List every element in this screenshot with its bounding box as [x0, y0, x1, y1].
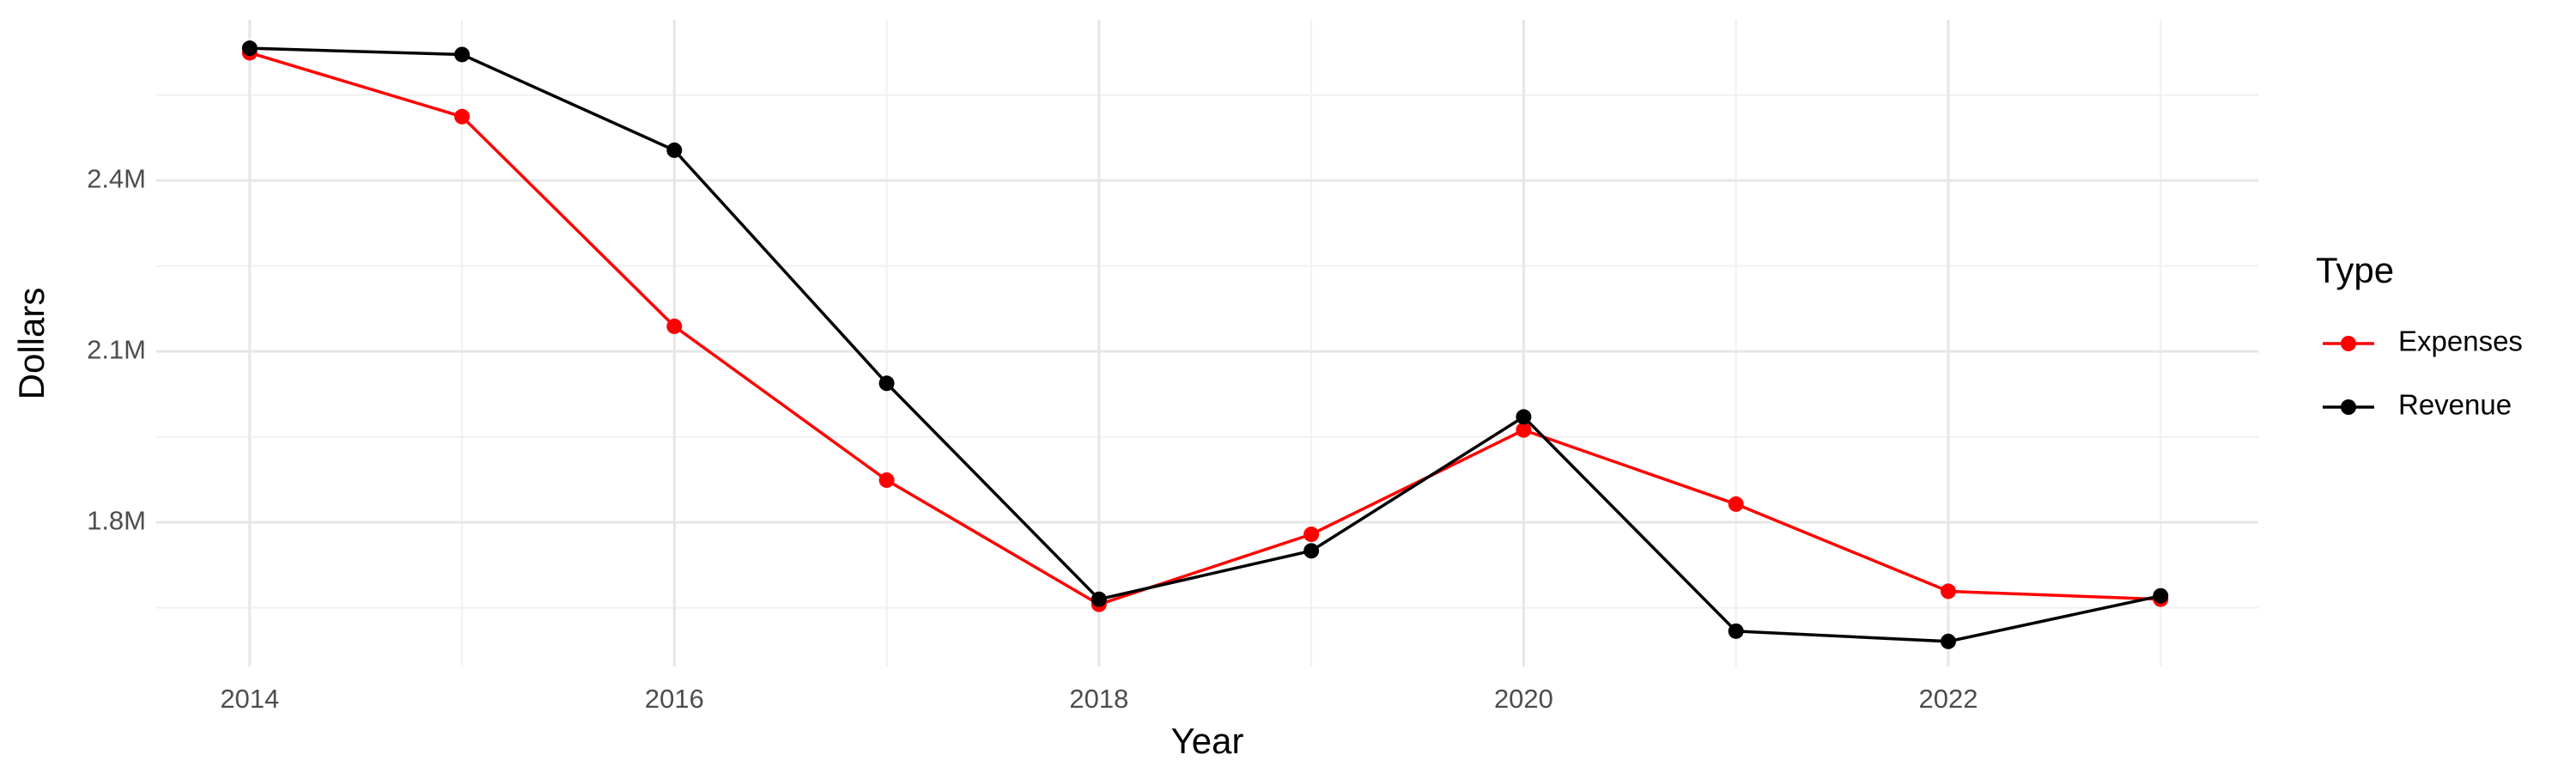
data-point — [666, 318, 683, 334]
data-point — [454, 46, 471, 63]
series-line — [249, 51, 2161, 606]
x-axis-title: Year — [1171, 721, 1244, 761]
data-point — [1303, 526, 1320, 543]
x-tick-label: 2018 — [1069, 684, 1128, 714]
data-point — [1091, 591, 1107, 607]
legend-marker — [2341, 336, 2356, 351]
y-axis-title: Dollars — [11, 288, 52, 400]
legend-marker — [2341, 399, 2356, 415]
data-point — [1940, 583, 1956, 600]
data-point — [878, 375, 895, 392]
data-point — [1516, 409, 1532, 425]
x-tick-label: 2022 — [1918, 684, 1978, 714]
data-point — [1940, 633, 1956, 649]
data-point — [1728, 623, 1744, 639]
legend-title: Type — [2316, 250, 2394, 290]
data-point — [1303, 543, 1320, 559]
data-point — [666, 142, 683, 158]
legend-label: Expenses — [2398, 326, 2523, 357]
data-point — [2153, 587, 2169, 604]
y-tick-label: 2.1M — [87, 334, 146, 364]
x-tick-label: 2020 — [1494, 684, 1553, 714]
legend-label: Revenue — [2398, 389, 2512, 421]
y-tick-label: 1.8M — [87, 505, 146, 535]
x-tick-label: 2014 — [220, 684, 279, 714]
data-point — [878, 472, 895, 489]
y-tick-label: 2.4M — [87, 163, 146, 193]
data-point — [1516, 422, 1532, 438]
series-line — [249, 46, 2161, 643]
data-point — [454, 108, 471, 125]
x-tick-label: 2016 — [645, 684, 704, 714]
data-point — [241, 40, 258, 57]
data-point — [1728, 496, 1744, 512]
